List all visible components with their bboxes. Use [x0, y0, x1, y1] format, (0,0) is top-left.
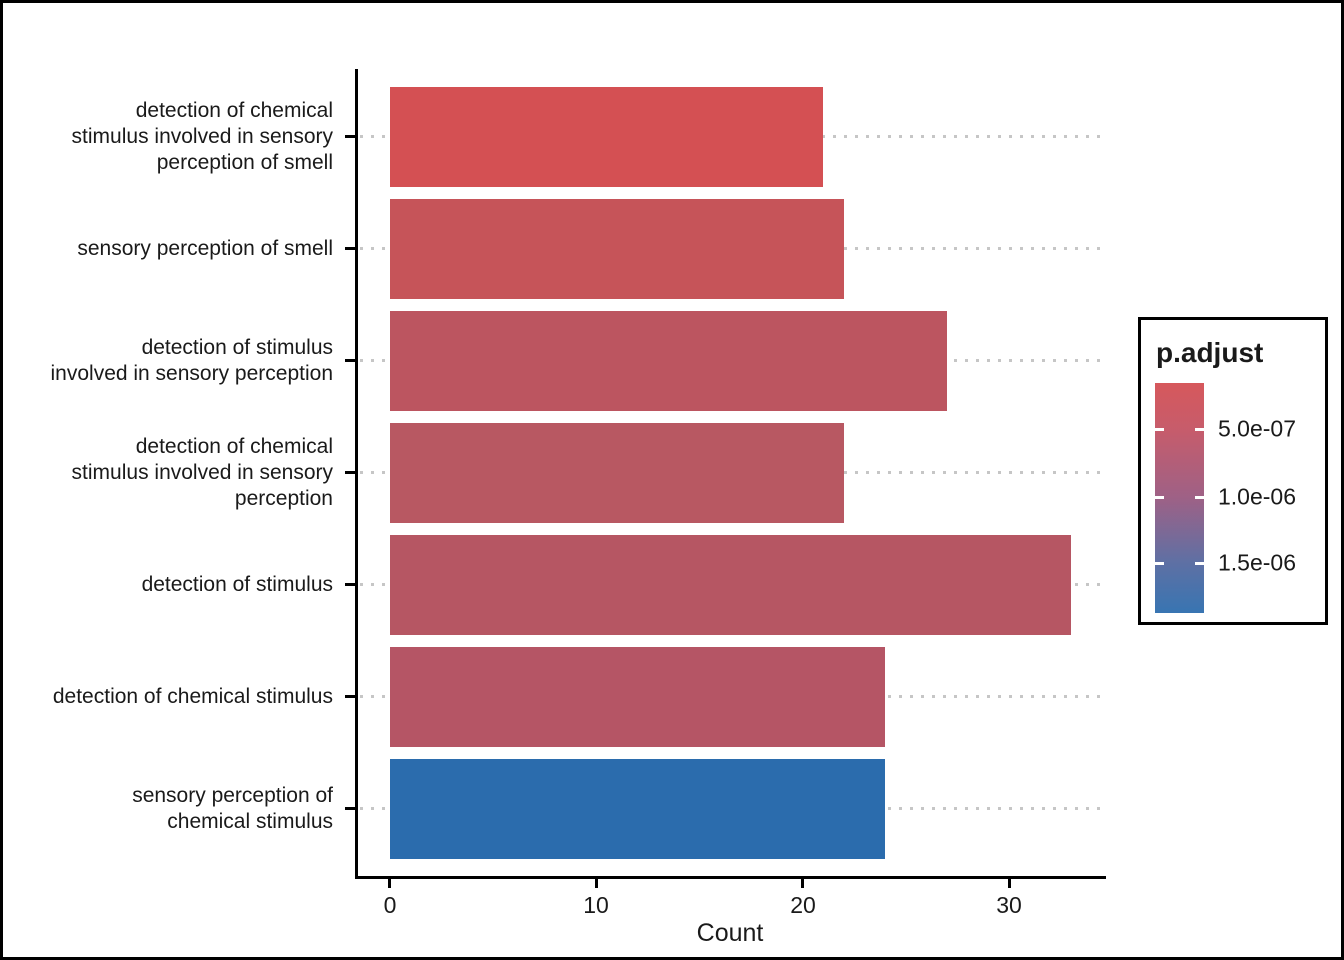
legend-tick — [1155, 428, 1164, 431]
legend-tick — [1155, 562, 1164, 565]
x-tick-label: 0 — [383, 892, 397, 918]
category-label: detection of chemical stimulus involved i… — [71, 435, 333, 510]
legend-tick — [1155, 496, 1164, 499]
legend-tick-label: 1.0e-06 — [1218, 483, 1297, 510]
x-axis-line — [355, 876, 1106, 879]
legend-tick — [1195, 428, 1204, 431]
x-axis-tick — [388, 879, 391, 888]
x-tick-label: 10 — [583, 892, 609, 918]
x-tick-label: 30 — [996, 892, 1022, 918]
y-axis-tick — [345, 135, 355, 138]
y-axis-line — [355, 69, 358, 879]
bar — [390, 87, 823, 187]
category-label: sensory perception of smell — [77, 237, 333, 260]
y-axis-tick — [345, 695, 355, 698]
category-label: detection of stimulus — [141, 573, 333, 596]
category-label: detection of chemical stimulus — [52, 685, 333, 708]
x-axis-tick — [595, 879, 598, 888]
bar — [390, 199, 844, 299]
category-label: detection of chemical stimulus involved i… — [71, 99, 333, 174]
y-axis-tick — [345, 583, 355, 586]
x-axis-title: Count — [696, 919, 764, 947]
bar — [390, 647, 885, 747]
y-axis-tick — [345, 807, 355, 810]
legend-tick — [1195, 496, 1204, 499]
x-axis-tick — [801, 879, 804, 888]
legend-title: p.adjust — [1156, 337, 1264, 368]
legend-tick-label: 1.5e-06 — [1218, 549, 1297, 576]
category-label: detection of stimulus involved in sensory… — [50, 336, 334, 385]
bar — [390, 535, 1071, 635]
y-axis-tick — [345, 359, 355, 362]
legend-tick-label: 5.0e-07 — [1218, 415, 1297, 442]
legend-gradient-bar — [1155, 383, 1204, 613]
y-axis-tick — [345, 471, 355, 474]
y-axis-tick — [345, 247, 355, 250]
x-tick-label: 20 — [790, 892, 816, 918]
legend-box: p.adjust 5.0e-07 1.0e-06 1.5e-06 — [1138, 317, 1328, 625]
bar — [390, 759, 885, 859]
bar — [390, 423, 844, 523]
x-axis-tick — [1008, 879, 1011, 888]
bar — [390, 311, 947, 411]
legend-tick — [1195, 562, 1204, 565]
category-label: sensory perception of chemical stimulus — [132, 784, 333, 833]
